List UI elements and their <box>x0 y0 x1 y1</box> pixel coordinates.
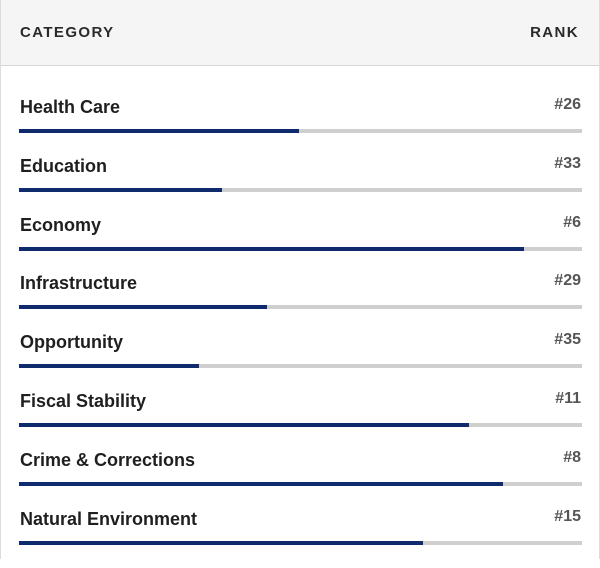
category-column-header: CATEGORY <box>20 24 115 41</box>
category-label: Fiscal Stability <box>20 391 147 411</box>
category-row: Natural Environment #15 <box>19 507 582 568</box>
category-label: Infrastructure <box>20 273 138 294</box>
category-label: Health Care <box>20 97 121 117</box>
bar-track <box>19 129 582 133</box>
category-label: Economy <box>20 214 102 235</box>
bar-track <box>19 187 582 192</box>
bar-fill <box>19 129 300 133</box>
rank-value: #11 <box>555 390 581 407</box>
category-row: Opportunity #35 <box>19 331 582 391</box>
rank-value: #6 <box>563 213 581 231</box>
bar-track <box>19 540 582 545</box>
category-row: Fiscal Stability #11 <box>19 390 582 450</box>
category-label: Opportunity <box>20 332 123 353</box>
rank-column-header: RANK <box>530 24 579 41</box>
rank-value: #26 <box>554 96 581 113</box>
bar-fill <box>19 187 222 192</box>
rank-value: #8 <box>563 448 581 466</box>
bar-track <box>19 305 582 310</box>
rank-value: #15 <box>554 507 581 525</box>
category-row: Economy #6 <box>19 213 582 274</box>
category-row: Infrastructure #29 <box>19 272 582 332</box>
rank-value: #33 <box>554 154 581 172</box>
bar-fill <box>19 364 200 369</box>
category-row: Crime & Corrections #8 <box>19 448 582 509</box>
bar-fill <box>19 423 470 427</box>
bar-track <box>19 481 582 486</box>
bar-fill <box>19 481 504 486</box>
category-row: Health Care #26 <box>19 96 582 156</box>
bar-track <box>19 246 582 251</box>
bar-track <box>19 423 582 427</box>
rank-value: #29 <box>554 272 581 290</box>
bar-track <box>19 364 582 369</box>
bar-fill <box>19 305 267 310</box>
category-label: Crime & Corrections <box>20 449 196 470</box>
category-label: Education <box>20 155 108 176</box>
category-label: Natural Environment <box>20 508 198 529</box>
rank-value: #35 <box>554 331 581 349</box>
bar-fill <box>19 540 424 545</box>
table-header: CATEGORY RANK <box>1 0 599 66</box>
category-row: Education #33 <box>19 154 582 215</box>
bar-fill <box>19 246 524 251</box>
